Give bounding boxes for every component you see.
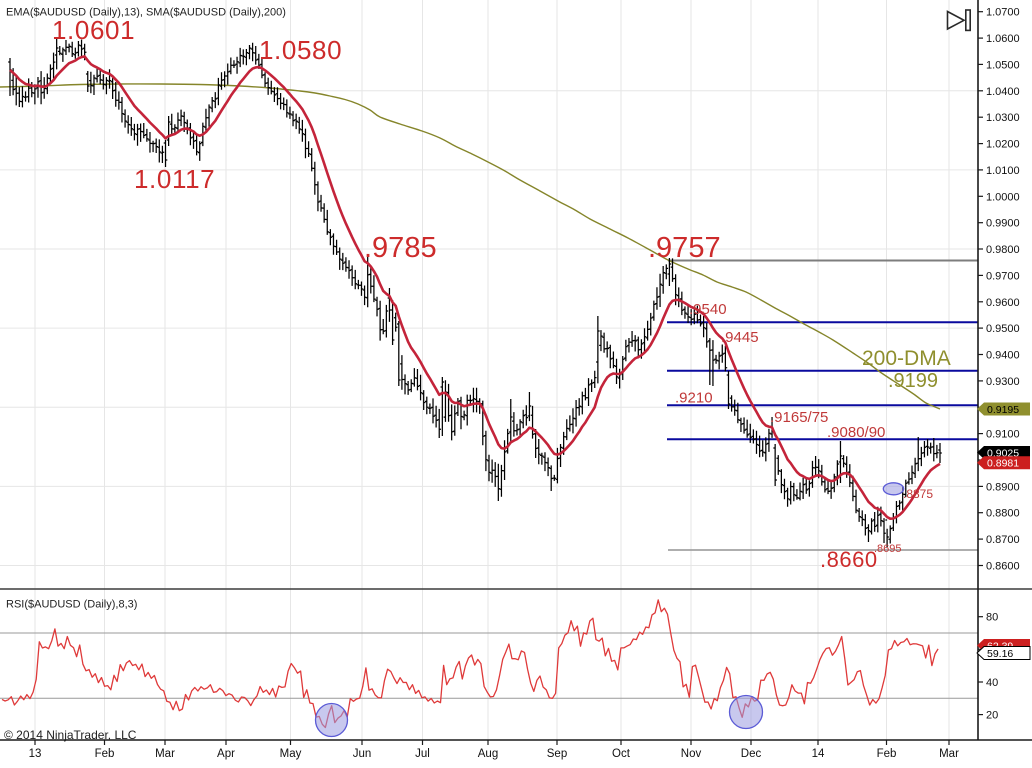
svg-text:0.9195: 0.9195 bbox=[987, 404, 1019, 416]
svg-text:1.0500: 1.0500 bbox=[986, 59, 1020, 71]
svg-text:0.9600: 0.9600 bbox=[986, 297, 1020, 309]
svg-text:0.9500: 0.9500 bbox=[986, 323, 1020, 335]
svg-text:Nov: Nov bbox=[681, 748, 702, 760]
svg-text:1.0100: 1.0100 bbox=[986, 165, 1020, 177]
svg-text:40: 40 bbox=[986, 677, 998, 689]
svg-text:59.16: 59.16 bbox=[987, 648, 1013, 660]
svg-text:1.0601: 1.0601 bbox=[52, 15, 135, 45]
svg-text:.9080/90: .9080/90 bbox=[827, 424, 885, 441]
svg-text:.8695: .8695 bbox=[874, 543, 902, 555]
svg-text:Feb: Feb bbox=[877, 748, 897, 760]
svg-text:1.0700: 1.0700 bbox=[986, 7, 1020, 19]
svg-text:.9540: .9540 bbox=[689, 301, 727, 318]
svg-text:1.0200: 1.0200 bbox=[986, 139, 1020, 151]
svg-text:0.9800: 0.9800 bbox=[986, 244, 1020, 256]
svg-text:80: 80 bbox=[986, 612, 998, 624]
svg-text:0.9700: 0.9700 bbox=[986, 270, 1020, 282]
svg-text:.8660: .8660 bbox=[820, 547, 878, 572]
svg-text:Mar: Mar bbox=[939, 748, 959, 760]
svg-text:0.9900: 0.9900 bbox=[986, 218, 1020, 230]
svg-text:Dec: Dec bbox=[741, 748, 762, 760]
svg-text:.9445: .9445 bbox=[721, 329, 759, 346]
svg-text:0.8900: 0.8900 bbox=[986, 481, 1020, 493]
svg-text:Sep: Sep bbox=[547, 748, 567, 760]
svg-text:May: May bbox=[280, 748, 302, 760]
svg-text:RSI($AUDUSD (Daily),8,3): RSI($AUDUSD (Daily),8,3) bbox=[6, 599, 137, 611]
svg-text:0.8700: 0.8700 bbox=[986, 534, 1020, 546]
svg-text:20: 20 bbox=[986, 710, 998, 722]
svg-text:1.0000: 1.0000 bbox=[986, 191, 1020, 203]
svg-text:1.0117: 1.0117 bbox=[134, 164, 215, 194]
svg-text:EMA($AUDUSD (Daily),13), SMA($: EMA($AUDUSD (Daily),13), SMA($AUDUSD (Da… bbox=[6, 7, 286, 19]
svg-text:.9199: .9199 bbox=[888, 370, 938, 392]
svg-text:Jul: Jul bbox=[415, 748, 430, 760]
svg-text:Oct: Oct bbox=[612, 748, 631, 760]
svg-text:.9210: .9210 bbox=[675, 390, 713, 407]
svg-text:0.8800: 0.8800 bbox=[986, 508, 1020, 520]
svg-text:.9757: .9757 bbox=[648, 232, 721, 264]
svg-text:Feb: Feb bbox=[95, 748, 115, 760]
svg-text:0.9100: 0.9100 bbox=[986, 429, 1020, 441]
svg-text:© 2014 NinjaTrader, LLC: © 2014 NinjaTrader, LLC bbox=[4, 728, 137, 742]
svg-text:1.0580: 1.0580 bbox=[259, 35, 342, 65]
svg-text:1.0300: 1.0300 bbox=[986, 112, 1020, 124]
svg-text:0.8981: 0.8981 bbox=[987, 458, 1019, 470]
svg-text:.9785: .9785 bbox=[364, 232, 437, 264]
svg-text:200-DMA: 200-DMA bbox=[862, 347, 951, 370]
svg-text:Apr: Apr bbox=[217, 748, 235, 760]
svg-text:1.0600: 1.0600 bbox=[986, 33, 1020, 45]
svg-text:.8875: .8875 bbox=[903, 487, 933, 501]
svg-text:14: 14 bbox=[812, 748, 825, 760]
svg-text:13: 13 bbox=[29, 748, 42, 760]
svg-text:Jun: Jun bbox=[353, 748, 372, 760]
svg-text:0.8600: 0.8600 bbox=[986, 561, 1020, 573]
svg-text:.9165/75: .9165/75 bbox=[770, 409, 828, 426]
svg-text:0.9400: 0.9400 bbox=[986, 350, 1020, 362]
svg-text:Aug: Aug bbox=[478, 748, 498, 760]
svg-text:0.9300: 0.9300 bbox=[986, 376, 1020, 388]
svg-text:Mar: Mar bbox=[155, 748, 175, 760]
svg-text:1.0400: 1.0400 bbox=[986, 86, 1020, 98]
